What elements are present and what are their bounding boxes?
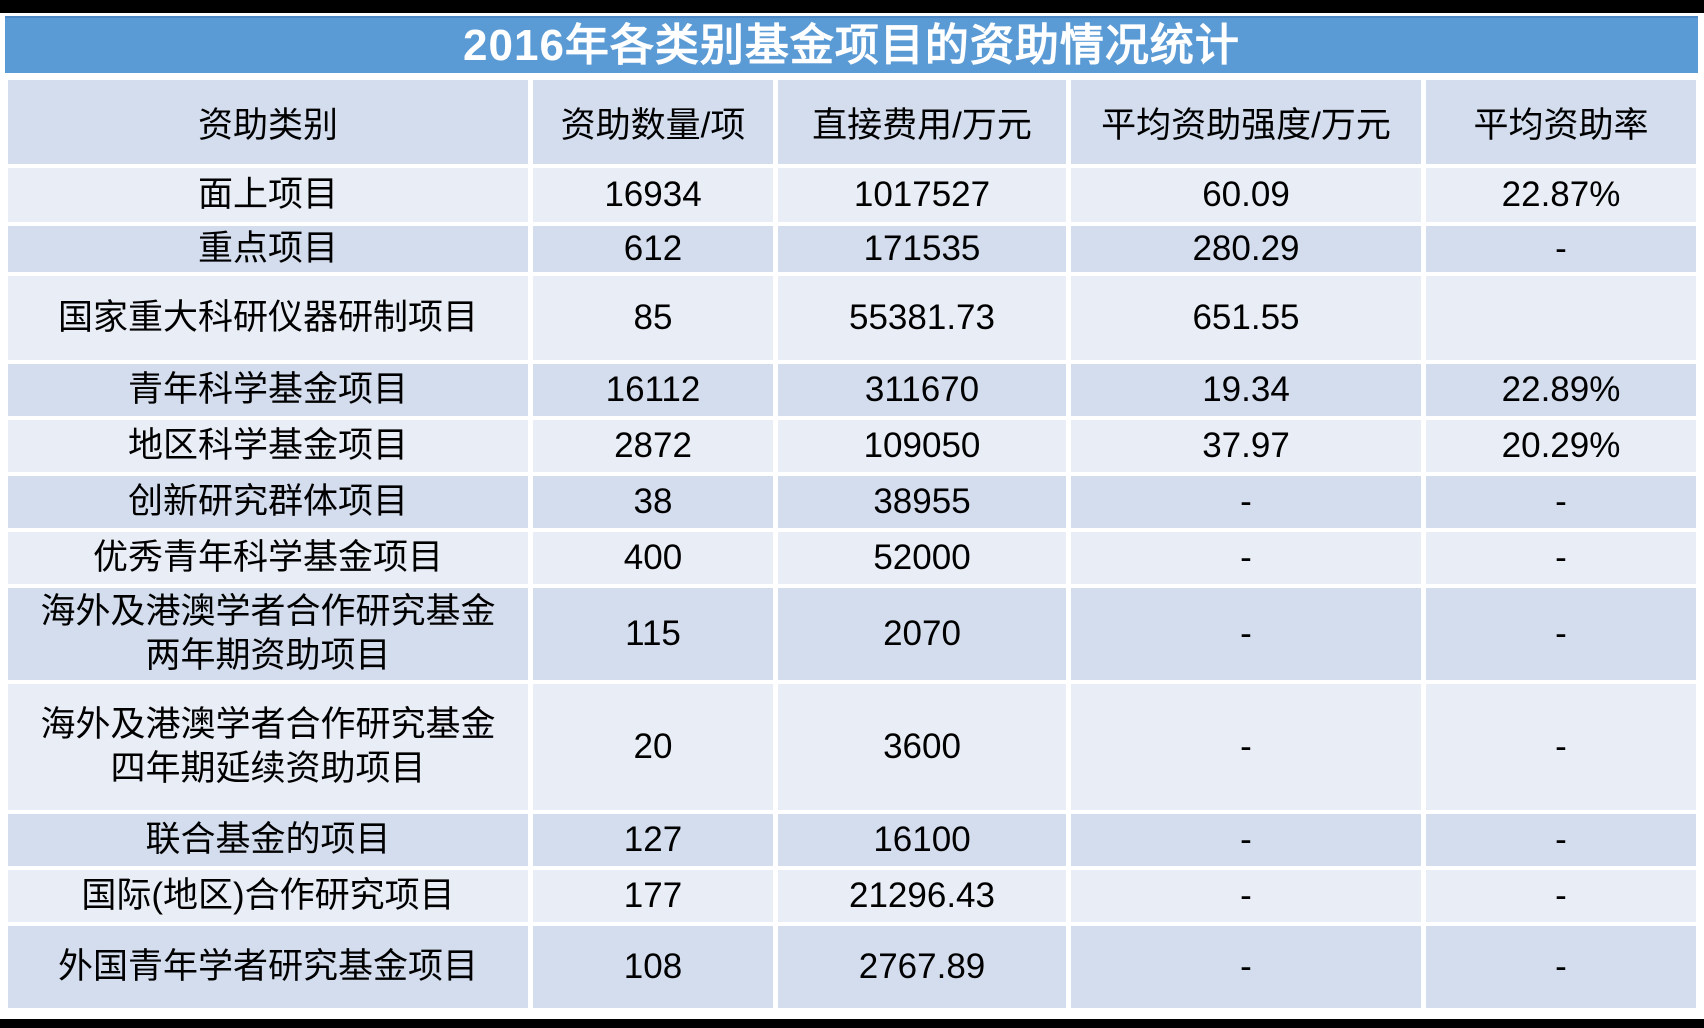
cell-category: 外国青年学者研究基金项目 <box>8 926 528 1008</box>
cell-direct-cost: 38955 <box>778 476 1066 528</box>
cell-avg-rate <box>1426 276 1696 360</box>
cell-direct-cost: 2767.89 <box>778 926 1066 1008</box>
cell-category: 联合基金的项目 <box>8 814 528 866</box>
cell-avg-rate: - <box>1426 814 1696 866</box>
cell-direct-cost: 55381.73 <box>778 276 1066 360</box>
cell-count: 20 <box>533 684 773 810</box>
table-row: 面上项目 16934 1017527 60.09 22.87% <box>8 168 1696 222</box>
cell-count: 177 <box>533 870 773 922</box>
table-row: 国家重大科研仪器研制项目 85 55381.73 651.55 <box>8 276 1696 360</box>
cell-avg-intensity: 37.97 <box>1071 420 1421 472</box>
col-header-category: 资助类别 <box>8 80 528 164</box>
table-row: 创新研究群体项目 38 38955 - - <box>8 476 1696 528</box>
cell-category: 海外及港澳学者合作研究基金 两年期资助项目 <box>8 588 528 680</box>
cell-category: 青年科学基金项目 <box>8 364 528 416</box>
cell-avg-rate: 20.29% <box>1426 420 1696 472</box>
cell-count: 2872 <box>533 420 773 472</box>
col-header-avg-rate: 平均资助率 <box>1426 80 1696 164</box>
cell-avg-rate: - <box>1426 684 1696 810</box>
cell-avg-intensity: 19.34 <box>1071 364 1421 416</box>
cell-avg-intensity: - <box>1071 532 1421 584</box>
funding-statistics-table: 资助类别 资助数量/项 直接费用/万元 平均资助强度/万元 平均资助率 面上项目… <box>3 76 1701 1012</box>
cell-direct-cost: 2070 <box>778 588 1066 680</box>
cell-category: 地区科学基金项目 <box>8 420 528 472</box>
cell-count: 38 <box>533 476 773 528</box>
cell-category: 国际(地区)合作研究项目 <box>8 870 528 922</box>
table-row: 联合基金的项目 127 16100 - - <box>8 814 1696 866</box>
cell-direct-cost: 16100 <box>778 814 1066 866</box>
cell-category: 优秀青年科学基金项目 <box>8 532 528 584</box>
cell-direct-cost: 311670 <box>778 364 1066 416</box>
cell-count: 85 <box>533 276 773 360</box>
cell-avg-rate: - <box>1426 476 1696 528</box>
cell-avg-intensity: - <box>1071 814 1421 866</box>
table-row: 海外及港澳学者合作研究基金 两年期资助项目 115 2070 - - <box>8 588 1696 680</box>
table-row: 外国青年学者研究基金项目 108 2767.89 - - <box>8 926 1696 1008</box>
cell-avg-rate: 22.87% <box>1426 168 1696 222</box>
cell-avg-intensity: 60.09 <box>1071 168 1421 222</box>
cell-avg-intensity: 280.29 <box>1071 226 1421 272</box>
col-header-count: 资助数量/项 <box>533 80 773 164</box>
cell-avg-intensity: - <box>1071 926 1421 1008</box>
cell-avg-rate: - <box>1426 926 1696 1008</box>
cell-category: 海外及港澳学者合作研究基金 四年期延续资助项目 <box>8 684 528 810</box>
top-letterbox-bar <box>0 0 1704 13</box>
cell-category: 国家重大科研仪器研制项目 <box>8 276 528 360</box>
cell-avg-intensity: - <box>1071 870 1421 922</box>
cell-count: 612 <box>533 226 773 272</box>
cell-count: 115 <box>533 588 773 680</box>
cell-category: 重点项目 <box>8 226 528 272</box>
cell-count: 108 <box>533 926 773 1008</box>
cell-avg-rate: - <box>1426 532 1696 584</box>
cell-count: 16934 <box>533 168 773 222</box>
table-row: 地区科学基金项目 2872 109050 37.97 20.29% <box>8 420 1696 472</box>
cell-direct-cost: 1017527 <box>778 168 1066 222</box>
title-bar: 2016年各类别基金项目的资助情况统计 <box>5 16 1698 73</box>
cell-category: 面上项目 <box>8 168 528 222</box>
cell-avg-rate: - <box>1426 226 1696 272</box>
table-row: 国际(地区)合作研究项目 177 21296.43 - - <box>8 870 1696 922</box>
cell-avg-rate: - <box>1426 870 1696 922</box>
cell-category: 创新研究群体项目 <box>8 476 528 528</box>
page-title: 2016年各类别基金项目的资助情况统计 <box>463 20 1240 70</box>
cell-direct-cost: 171535 <box>778 226 1066 272</box>
cell-count: 127 <box>533 814 773 866</box>
cell-direct-cost: 21296.43 <box>778 870 1066 922</box>
header-row: 资助类别 资助数量/项 直接费用/万元 平均资助强度/万元 平均资助率 <box>8 80 1696 164</box>
cell-direct-cost: 3600 <box>778 684 1066 810</box>
cell-avg-intensity: - <box>1071 588 1421 680</box>
cell-count: 400 <box>533 532 773 584</box>
cell-avg-intensity: 651.55 <box>1071 276 1421 360</box>
table-row: 青年科学基金项目 16112 311670 19.34 22.89% <box>8 364 1696 416</box>
col-header-direct-cost: 直接费用/万元 <box>778 80 1066 164</box>
bottom-letterbox-bar <box>0 1019 1704 1028</box>
table-row: 优秀青年科学基金项目 400 52000 - - <box>8 532 1696 584</box>
cell-direct-cost: 52000 <box>778 532 1066 584</box>
table-row: 海外及港澳学者合作研究基金 四年期延续资助项目 20 3600 - - <box>8 684 1696 810</box>
col-header-avg-intensity: 平均资助强度/万元 <box>1071 80 1421 164</box>
cell-avg-rate: - <box>1426 588 1696 680</box>
cell-avg-rate: 22.89% <box>1426 364 1696 416</box>
cell-count: 16112 <box>533 364 773 416</box>
cell-avg-intensity: - <box>1071 684 1421 810</box>
table-row: 重点项目 612 171535 280.29 - <box>8 226 1696 272</box>
cell-avg-intensity: - <box>1071 476 1421 528</box>
cell-direct-cost: 109050 <box>778 420 1066 472</box>
